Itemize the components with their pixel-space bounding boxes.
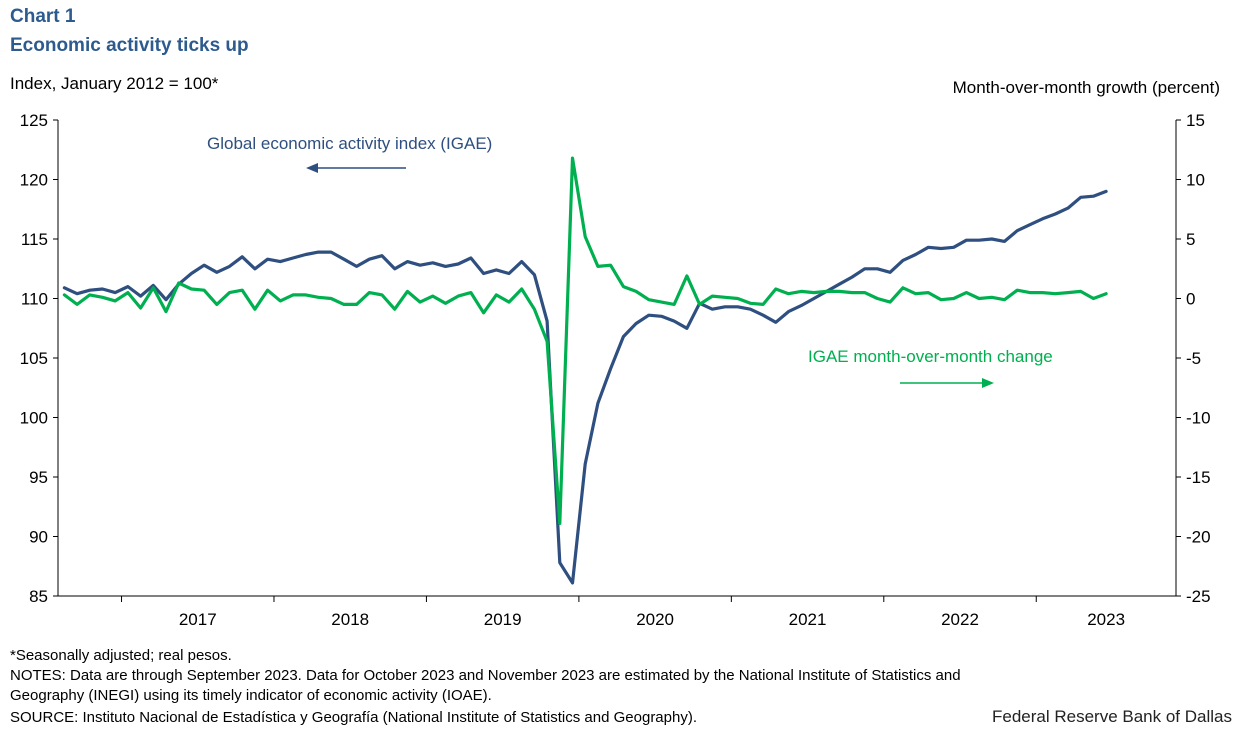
y-tick-label-right: 5 xyxy=(1186,230,1195,249)
y-axis-left-label: Index, January 2012 = 100* xyxy=(10,74,219,93)
y-tick-label-right: 0 xyxy=(1186,290,1195,309)
igae-arrow-head xyxy=(306,163,318,173)
y-tick-label-left: 120 xyxy=(20,171,48,190)
y-tick-label-left: 110 xyxy=(21,290,48,309)
footnote-source: SOURCE: Instituto Nacional de Estadístic… xyxy=(10,709,697,726)
x-tick-label: 2023 xyxy=(1087,610,1125,629)
y-tick-label-left: 85 xyxy=(29,587,48,606)
x-tick-label: 2018 xyxy=(331,610,369,629)
mom-change-line xyxy=(62,156,1108,526)
annotations: Global economic activity index (IGAE) IGA… xyxy=(207,134,1053,388)
footnote-notes-cont: Geography (INEGI) using its timely indic… xyxy=(10,687,492,704)
y-tick-label-left: 100 xyxy=(20,409,48,428)
series-lines xyxy=(62,156,1108,585)
mom-arrow-head xyxy=(982,378,994,388)
y-tick-label-right: -15 xyxy=(1186,468,1211,487)
y-tick-label-left: 125 xyxy=(20,111,48,130)
x-tick-label: 2017 xyxy=(179,610,217,629)
x-tick-label: 2019 xyxy=(484,610,522,629)
x-tick-label: 2021 xyxy=(789,610,827,629)
y-tick-label-left: 105 xyxy=(20,349,48,368)
igae-annotation: Global economic activity index (IGAE) xyxy=(207,134,492,153)
x-tick-label: 2020 xyxy=(636,610,674,629)
mom-annotation: IGAE month-over-month change xyxy=(808,347,1053,366)
axes: 125120115110105100959085151050-5-10-15-2… xyxy=(20,111,1211,629)
y-tick-label-left: 95 xyxy=(29,468,48,487)
footnote-notes: NOTES: Data are through September 2023. … xyxy=(10,667,961,684)
igae-line xyxy=(62,189,1108,585)
y-tick-label-right: -20 xyxy=(1186,528,1211,547)
y-tick-label-right: 15 xyxy=(1186,111,1205,130)
chart-label: Chart 1 xyxy=(10,6,76,27)
y-axis-right-label: Month-over-month growth (percent) xyxy=(952,78,1220,97)
y-tick-label-left: 115 xyxy=(21,230,48,249)
chart-title: Economic activity ticks up xyxy=(10,35,249,56)
y-tick-label-right: -10 xyxy=(1186,409,1211,428)
x-tick-label: 2022 xyxy=(941,610,979,629)
y-tick-label-right: -5 xyxy=(1186,349,1201,368)
footnote-seasonal: *Seasonally adjusted; real pesos. xyxy=(10,647,232,664)
y-tick-label-right: -25 xyxy=(1186,587,1211,606)
credit: Federal Reserve Bank of Dallas xyxy=(991,707,1232,726)
y-tick-label-left: 90 xyxy=(29,528,48,547)
y-tick-label-right: 10 xyxy=(1186,171,1205,190)
